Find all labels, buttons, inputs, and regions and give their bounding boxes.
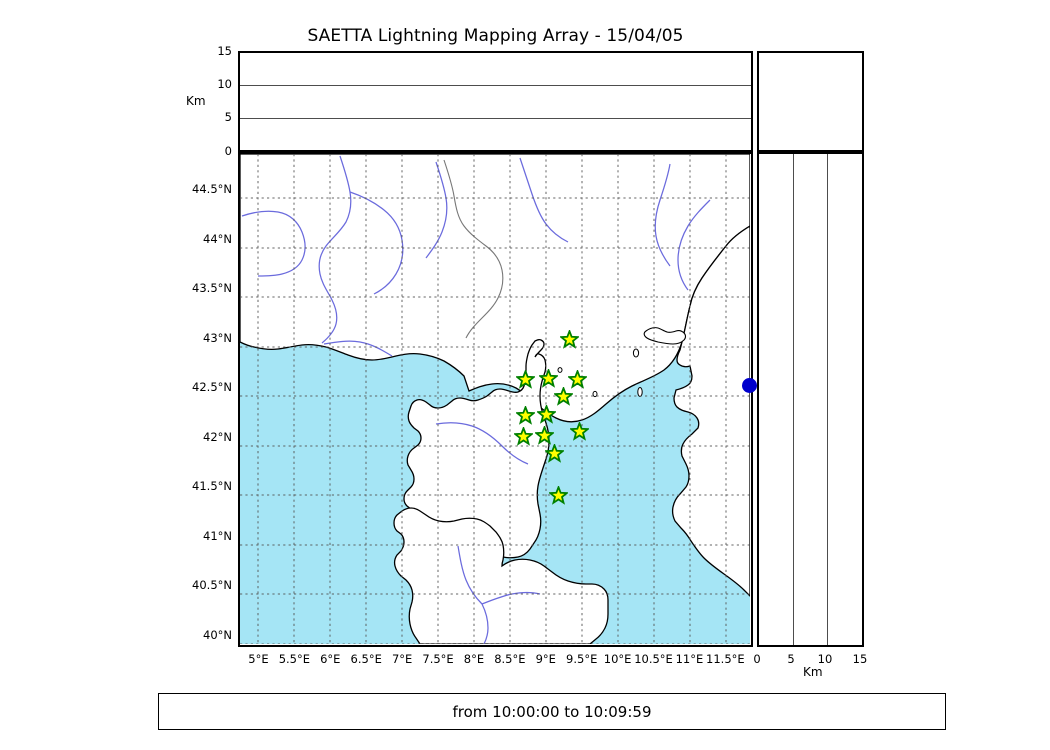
top-panel-ylabel: Km bbox=[186, 94, 206, 108]
map-canvas bbox=[240, 154, 750, 644]
islet-montecristo bbox=[592, 390, 598, 398]
river-italy-2 bbox=[654, 163, 671, 267]
lightning-source-marker[interactable] bbox=[741, 378, 757, 394]
right-panel-gridline-5 bbox=[792, 154, 794, 645]
map-xtick-13: 11.5°E bbox=[706, 652, 745, 666]
map-ytick-6: 43°N bbox=[203, 330, 232, 345]
map-ytick-1: 40.5°N bbox=[192, 578, 232, 593]
river-rhone bbox=[318, 155, 352, 344]
islet-gorgona bbox=[557, 367, 563, 373]
time-range-footer[interactable]: from 10:00:00 to 10:09:59 bbox=[158, 693, 946, 730]
top-ytick-5: 5 bbox=[224, 110, 232, 124]
political-borders bbox=[443, 159, 504, 339]
river-durance bbox=[349, 191, 404, 295]
top-ytick-0: 0 bbox=[224, 144, 232, 158]
station-marker[interactable] bbox=[534, 424, 556, 445]
time-range-text: from 10:00:00 to 10:09:59 bbox=[452, 702, 652, 721]
station-marker[interactable] bbox=[538, 367, 560, 388]
station-marker[interactable] bbox=[553, 385, 575, 406]
map-xtick-1: 5.5°E bbox=[278, 652, 311, 666]
map-ytick-4: 42°N bbox=[203, 429, 232, 444]
coastline-map bbox=[240, 154, 750, 644]
island-elba bbox=[643, 327, 687, 345]
river-corsica-golo bbox=[435, 422, 529, 465]
station-marker[interactable] bbox=[544, 443, 566, 464]
map-xtick-8: 9°E bbox=[535, 652, 556, 666]
station-marker[interactable] bbox=[559, 328, 581, 349]
right-xtick-0: 0 bbox=[753, 652, 761, 666]
right-xtick-5: 5 bbox=[787, 652, 795, 666]
corner-panel[interactable] bbox=[757, 51, 864, 152]
map-graticule bbox=[240, 154, 750, 644]
map-xtick-5: 7.5°E bbox=[422, 652, 454, 666]
map-xtick-9: 9.5°E bbox=[566, 652, 598, 666]
map-xtick-2: 6°E bbox=[320, 652, 341, 666]
top-altitude-panel[interactable] bbox=[238, 51, 753, 152]
station-marker[interactable] bbox=[569, 420, 591, 441]
station-marker[interactable] bbox=[548, 484, 570, 505]
map-ytick-5: 42.5°N bbox=[192, 380, 232, 395]
river-arno bbox=[677, 199, 711, 291]
river-italy-1 bbox=[519, 157, 569, 243]
right-panel-gridline-10 bbox=[827, 154, 829, 645]
map-ytick-9: 44.5°N bbox=[192, 182, 232, 197]
map-ytick-3: 41.5°N bbox=[192, 479, 232, 494]
top-ytick-10: 10 bbox=[217, 77, 232, 91]
river-sardinia-2 bbox=[481, 603, 489, 644]
map-xtick-0: 5°E bbox=[248, 652, 269, 666]
map-ytick-2: 41°N bbox=[203, 528, 232, 543]
landmass-italy bbox=[671, 225, 750, 597]
station-marker[interactable] bbox=[514, 368, 536, 389]
top-panel-gridline-10 bbox=[240, 85, 751, 87]
right-altitude-panel[interactable] bbox=[757, 152, 864, 647]
map-xtick-12: 11°E bbox=[675, 652, 704, 666]
map-xtick-3: 6.5°E bbox=[350, 652, 382, 666]
river-network bbox=[241, 155, 711, 644]
map-xtick-10: 10°E bbox=[603, 652, 632, 666]
top-panel-gridline-5 bbox=[240, 117, 751, 119]
border-france-italy bbox=[443, 159, 504, 339]
landmass-corsica bbox=[403, 338, 550, 569]
map-panel[interactable] bbox=[238, 152, 757, 647]
right-xtick-15: 15 bbox=[852, 652, 868, 666]
river-mainland-south bbox=[323, 340, 393, 357]
right-panel-xlabel: Km bbox=[803, 665, 823, 679]
top-ytick-15: 15 bbox=[217, 44, 232, 58]
marker-layer bbox=[240, 154, 757, 644]
map-xtick-7: 8.5°E bbox=[494, 652, 526, 666]
map-xtick-11: 10.5°E bbox=[634, 652, 673, 666]
station-marker[interactable] bbox=[535, 403, 557, 424]
map-ytick-8: 44°N bbox=[203, 231, 232, 246]
station-marker[interactable] bbox=[567, 368, 589, 389]
station-marker[interactable] bbox=[512, 425, 534, 446]
river-sardinia-1 bbox=[457, 545, 483, 605]
map-ytick-0: 40°N bbox=[203, 627, 232, 642]
landmass-sardinia bbox=[393, 507, 609, 644]
islet-capraia bbox=[632, 348, 640, 358]
map-ytick-7: 43.5°N bbox=[192, 281, 232, 296]
river-var bbox=[425, 161, 448, 259]
right-xtick-10: 10 bbox=[817, 652, 833, 666]
river-upper-left bbox=[241, 210, 306, 277]
station-marker[interactable] bbox=[514, 404, 536, 425]
map-xtick-6: 8°E bbox=[463, 652, 485, 666]
map-xtick-4: 7°E bbox=[391, 652, 413, 666]
page-title: SAETTA Lightning Mapping Array - 15/04/0… bbox=[307, 26, 684, 46]
